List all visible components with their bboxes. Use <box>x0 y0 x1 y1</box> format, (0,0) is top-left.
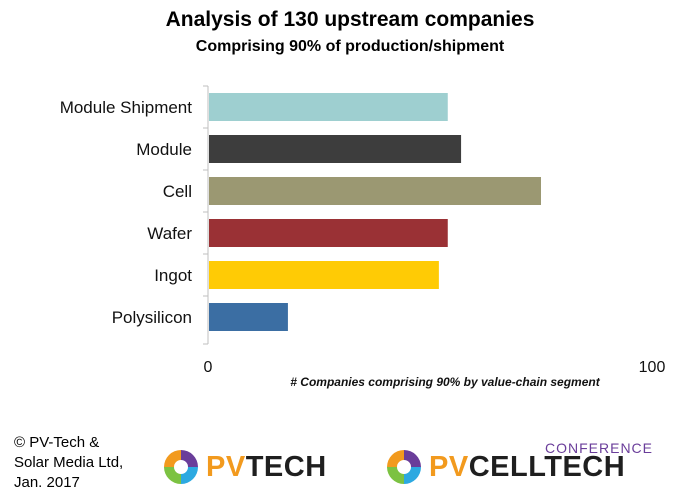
chart-subtitle: Comprising 90% of production/shipment <box>195 38 505 55</box>
x-tick-label: 100 <box>639 359 666 376</box>
category-label: Module <box>136 140 192 159</box>
pvtech-logo-text: PVTECH <box>206 451 327 483</box>
category-label: Cell <box>163 182 192 201</box>
x-axis-label: # Companies comprising 90% by value-chai… <box>290 375 600 389</box>
bar-chart: Module Shipment Module Cell Wafer Ingot Polys… <box>60 85 666 389</box>
pvcelltech-logo-icon <box>387 450 421 484</box>
category-label: Module Shipment <box>60 98 193 117</box>
pvcelltech-logo-text: PVCELLTECH <box>429 451 626 483</box>
copyright-line: Solar Media Ltd, <box>14 454 124 471</box>
x-tick-label: 0 <box>204 359 213 376</box>
chart-title: Analysis of 130 upstream companies <box>165 8 535 31</box>
bar-polysilicon <box>209 303 288 331</box>
bar-module-shipment <box>209 93 448 121</box>
copyright-notice: © PV-Tech & Solar Media Ltd, Jan. 2017 <box>14 433 154 493</box>
pvtech-logo: PVTECH <box>160 446 327 488</box>
pvcelltech-logo: PVCELLTECH <box>383 446 625 488</box>
bar-cell <box>209 177 541 205</box>
bar-module <box>209 135 462 163</box>
bar-wafer <box>209 219 448 247</box>
copyright-line: © PV-Tech & <box>14 434 100 451</box>
bar-ingot <box>209 261 439 289</box>
category-label: Ingot <box>154 266 192 285</box>
category-label: Wafer <box>147 224 192 243</box>
category-label: Polysilicon <box>112 308 192 327</box>
pvtech-logo-icon <box>164 450 198 484</box>
copyright-line: Jan. 2017 <box>14 474 80 491</box>
conference-label: CONFERENCE <box>545 440 654 456</box>
